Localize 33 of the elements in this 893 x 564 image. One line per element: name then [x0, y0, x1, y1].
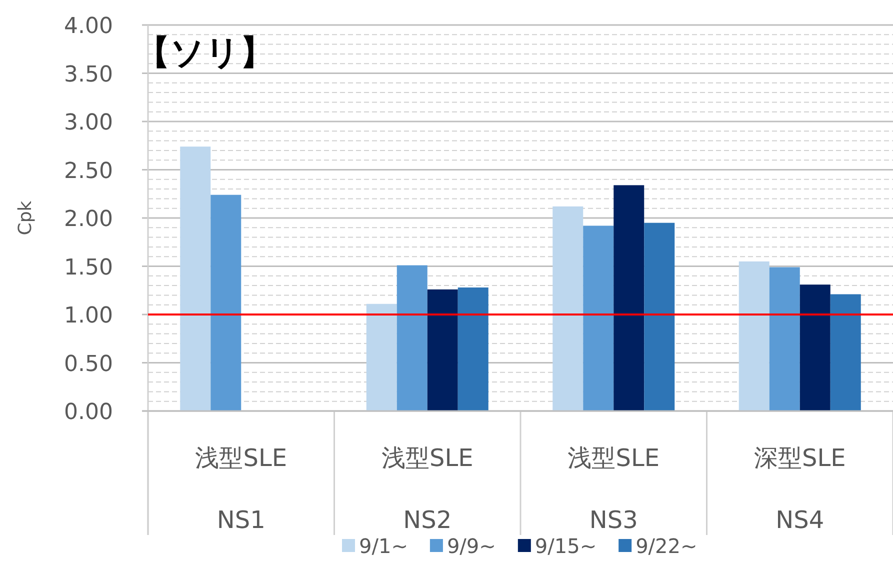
y-tick-label: 0.50: [64, 352, 113, 377]
y-tick-label: 1.00: [64, 304, 113, 328]
y-tick-label: 3.00: [64, 110, 113, 136]
bar: [738, 261, 770, 411]
chart-title: 【ソリ】: [136, 33, 274, 73]
bar: [366, 304, 397, 411]
bar: [644, 222, 675, 411]
bar: [583, 226, 614, 411]
bar: [800, 284, 830, 411]
y-tick-label: 1.50: [64, 255, 113, 280]
category-label: 浅型SLE NS1: [195, 444, 288, 534]
y-tick-label: 2.00: [64, 207, 113, 232]
legend-label: 9/1~: [359, 534, 408, 558]
category-label: 浅型SLE NS3: [568, 444, 660, 534]
bar: [458, 287, 488, 411]
category-label: 浅型SLE NS2: [381, 444, 474, 534]
bar: [396, 265, 428, 411]
category-label: 深型SLE NS4: [754, 444, 846, 534]
bar: [614, 185, 644, 411]
bar: [552, 206, 584, 411]
y-tick-label: 3.50: [64, 62, 113, 88]
legend-label: 9/9~: [446, 534, 496, 558]
bar: [830, 294, 861, 411]
legend-label: 9/15~: [534, 534, 597, 558]
bar: [769, 267, 800, 411]
bar: [427, 289, 458, 411]
y-tick-label: 0.00: [64, 400, 113, 425]
legend-label: 9/22~: [636, 534, 698, 558]
y-axis-title: Cpk: [15, 200, 36, 236]
y-tick-label: 4.00: [64, 14, 113, 39]
y-tick-label: 2.50: [64, 158, 113, 184]
bar: [210, 194, 242, 411]
bar: [180, 146, 211, 411]
